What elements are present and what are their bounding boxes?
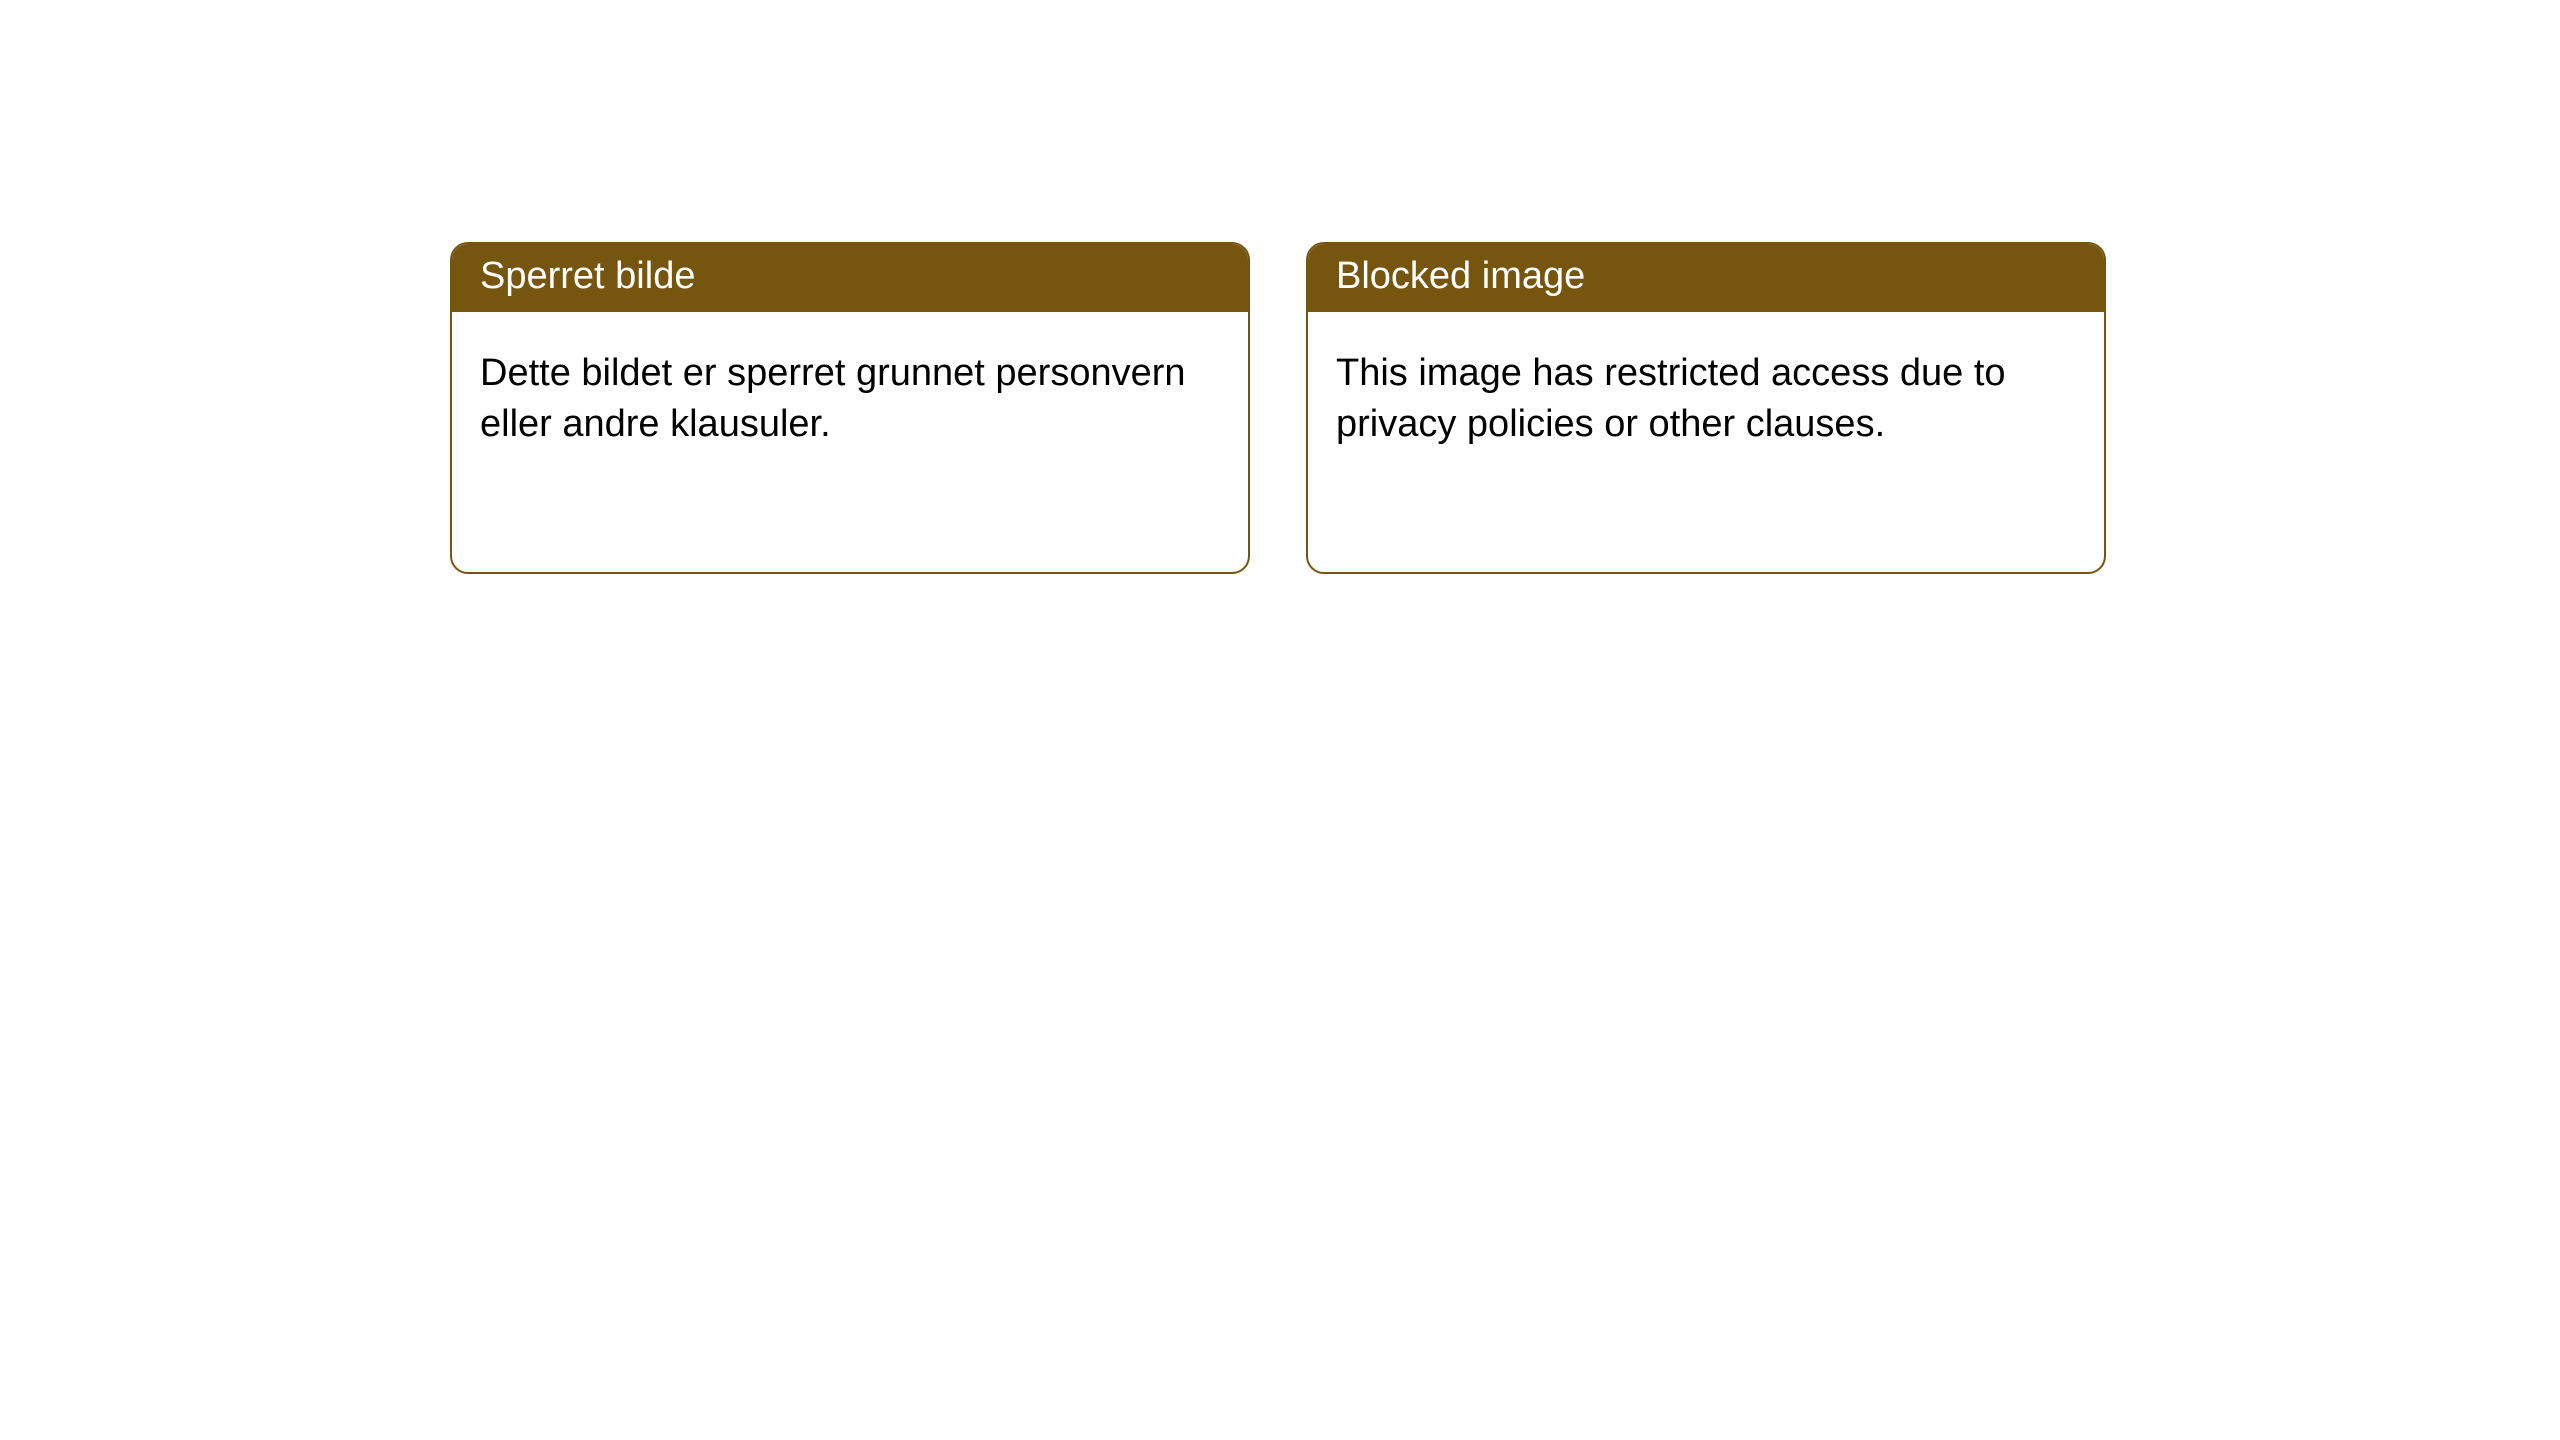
card-header-en: Blocked image bbox=[1308, 244, 2104, 312]
notice-container: Sperret bilde Dette bildet er sperret gr… bbox=[0, 0, 2560, 574]
card-header-no: Sperret bilde bbox=[452, 244, 1248, 312]
card-body-text-no: Dette bildet er sperret grunnet personve… bbox=[480, 352, 1186, 445]
card-title-no: Sperret bilde bbox=[480, 255, 695, 297]
card-body-text-en: This image has restricted access due to … bbox=[1336, 352, 2006, 445]
blocked-image-card-no: Sperret bilde Dette bildet er sperret gr… bbox=[450, 242, 1250, 574]
card-body-en: This image has restricted access due to … bbox=[1308, 312, 2104, 479]
blocked-image-card-en: Blocked image This image has restricted … bbox=[1306, 242, 2106, 574]
card-body-no: Dette bildet er sperret grunnet personve… bbox=[452, 312, 1248, 479]
card-title-en: Blocked image bbox=[1336, 255, 1585, 297]
